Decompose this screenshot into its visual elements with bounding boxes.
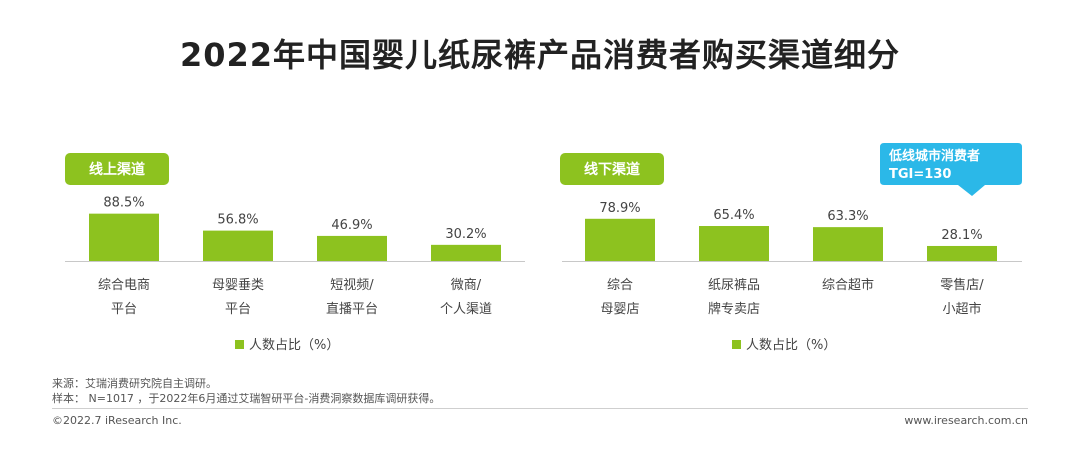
callout-bubble [880, 143, 1022, 196]
category-label: 零售店/ [940, 277, 984, 293]
category-label: 母婴垂类 [212, 278, 264, 293]
callout-line: 低线城市消费者 [888, 148, 980, 164]
value-label: 65.4% [713, 208, 754, 223]
category-label: 母婴店 [600, 302, 639, 317]
value-label: 28.1% [941, 228, 982, 243]
panel-label-text: 线下渠道 [584, 161, 640, 178]
panel-label-text: 线上渠道 [89, 161, 145, 178]
category-label: 牌专卖店 [708, 301, 760, 317]
value-label: 56.8% [217, 213, 258, 228]
value-label: 46.9% [331, 218, 372, 233]
bar [317, 235, 387, 261]
value-label: 30.2% [445, 227, 486, 242]
bar [89, 213, 159, 261]
callout-line: TGI=130 [889, 167, 951, 182]
website-link[interactable]: www.iresearch.com.cn [904, 414, 1028, 427]
category-label: 个人渠道 [440, 302, 492, 317]
category-label: 平台 [111, 302, 137, 317]
bar [431, 244, 501, 261]
bar [813, 227, 883, 261]
source-note: 来源：艾瑞消费研究院自主调研。 [52, 377, 217, 390]
bar [203, 230, 273, 261]
panel-label-tag [65, 153, 169, 185]
value-label: 63.3% [827, 209, 868, 224]
footer-divider [52, 408, 1028, 409]
page-title: 2022年中国婴儿纸尿裤产品消费者购买渠道细分 [179, 36, 901, 74]
value-label: 88.5% [103, 196, 144, 211]
category-label: 纸尿裤品 [708, 278, 760, 293]
category-label: 小超市 [942, 301, 981, 317]
category-label: 短视频/ [330, 278, 374, 293]
legend-swatch [235, 340, 244, 349]
category-label: 微商/ [451, 278, 482, 293]
legend-swatch [732, 340, 741, 349]
sample-note: 样本： N=1017 ，于2022年6月通过艾瑞智研平台-消费洞察数据库调研获得… [52, 392, 441, 405]
category-label: 综合 [607, 278, 633, 293]
value-label: 78.9% [599, 201, 640, 216]
legend-label: 人数占比（%） [249, 338, 339, 353]
category-label: 综合电商 [98, 278, 150, 293]
bar [699, 226, 769, 261]
category-label: 综合超市 [822, 277, 874, 293]
legend-label: 人数占比（%） [746, 338, 836, 353]
category-label: 直播平台 [326, 302, 378, 317]
panel-label-tag [560, 153, 664, 185]
bar [585, 218, 655, 261]
bar [927, 245, 997, 261]
copyright-text: ©2022.7 iResearch Inc. [52, 414, 182, 427]
category-label: 平台 [225, 302, 251, 317]
